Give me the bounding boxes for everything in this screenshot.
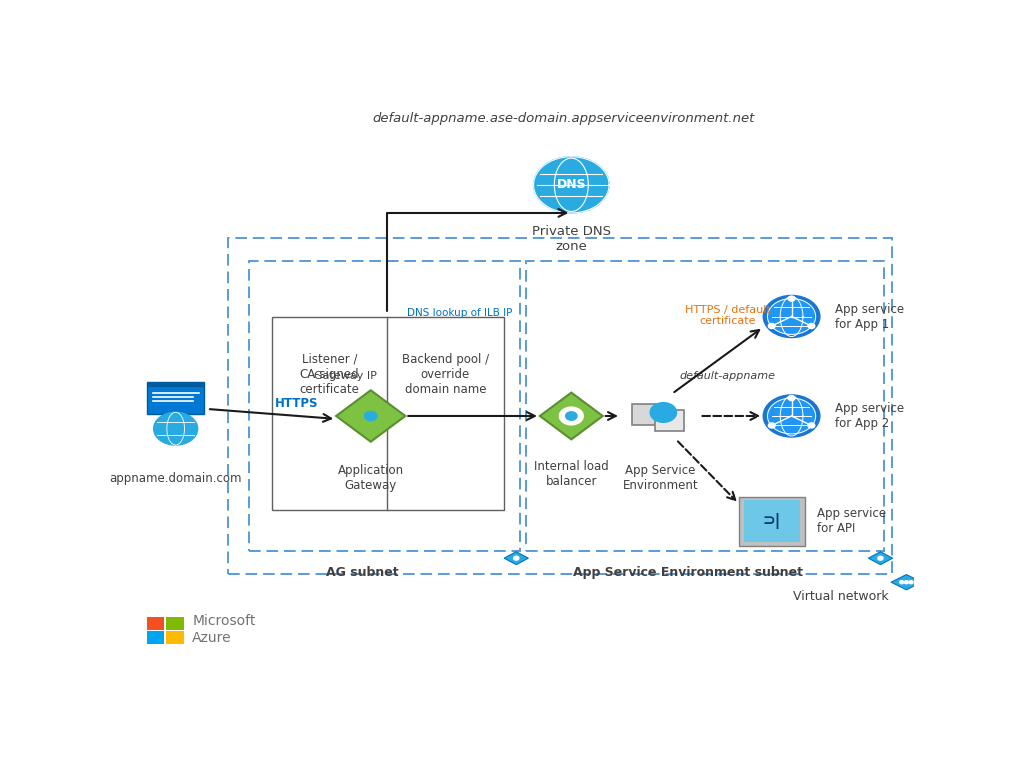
- Circle shape: [565, 412, 577, 420]
- Circle shape: [899, 581, 904, 584]
- Text: Internal load
balancer: Internal load balancer: [534, 460, 609, 488]
- Polygon shape: [504, 552, 529, 565]
- Text: Private DNS
zone: Private DNS zone: [532, 225, 611, 252]
- Bar: [656, 410, 684, 431]
- Polygon shape: [336, 390, 405, 442]
- Bar: [249, 261, 520, 550]
- Text: DNS: DNS: [556, 179, 586, 192]
- Circle shape: [153, 412, 198, 445]
- Bar: [632, 404, 660, 426]
- Bar: [147, 382, 204, 387]
- Bar: [147, 382, 204, 414]
- Text: Microsoft: Microsoft: [192, 614, 256, 628]
- Bar: [166, 632, 184, 644]
- Circle shape: [808, 324, 815, 328]
- Circle shape: [878, 556, 883, 560]
- Circle shape: [789, 395, 795, 401]
- Text: App Service Environment subnet: App Service Environment subnet: [572, 566, 803, 579]
- Bar: [166, 616, 184, 629]
- Text: Backend pool /
override
domain name: Backend pool / override domain name: [402, 353, 489, 396]
- Text: App Service
Environment: App Service Environment: [622, 464, 698, 492]
- Circle shape: [514, 556, 519, 560]
- Text: ⊃|: ⊃|: [762, 513, 782, 529]
- Text: appname.domain.com: appname.domain.com: [110, 471, 242, 485]
- Text: App service
for App 1: App service for App 1: [834, 302, 904, 331]
- Text: Application
Gateway: Application Gateway: [338, 464, 404, 492]
- Bar: [527, 261, 884, 550]
- Text: Gateway IP: Gateway IP: [314, 371, 377, 381]
- Circle shape: [767, 398, 816, 434]
- Circle shape: [768, 423, 775, 428]
- Text: Azure: Azure: [192, 631, 231, 644]
- Circle shape: [767, 299, 816, 334]
- Text: Virtual network: Virtual network: [793, 591, 888, 603]
- Text: default-appname.ase-domain.appserviceenvironment.net: default-appname.ase-domain.appserviceenv…: [373, 112, 754, 125]
- Bar: [744, 500, 800, 542]
- Polygon shape: [540, 393, 603, 439]
- Circle shape: [763, 395, 820, 437]
- Bar: [739, 497, 805, 546]
- Polygon shape: [869, 552, 892, 565]
- Bar: [146, 632, 163, 644]
- Circle shape: [763, 296, 820, 337]
- Circle shape: [768, 324, 775, 328]
- Text: Listener /
CA-signed
certificate: Listener / CA-signed certificate: [299, 353, 359, 396]
- Text: AG subnet: AG subnet: [327, 566, 399, 579]
- Bar: [146, 616, 163, 629]
- Circle shape: [651, 403, 677, 423]
- Circle shape: [559, 407, 584, 425]
- Circle shape: [364, 411, 377, 420]
- Bar: [227, 237, 892, 574]
- Circle shape: [909, 581, 914, 584]
- Bar: [272, 316, 504, 510]
- Circle shape: [904, 581, 908, 584]
- Circle shape: [534, 157, 609, 213]
- Text: App service
for API: App service for API: [817, 508, 886, 535]
- Text: DNS lookup of ILB IP: DNS lookup of ILB IP: [407, 308, 513, 318]
- Text: HTTPS: HTTPS: [275, 397, 319, 410]
- Polygon shape: [891, 575, 922, 590]
- Circle shape: [789, 296, 795, 301]
- Circle shape: [808, 423, 815, 428]
- Text: default-appname: default-appname: [680, 371, 775, 381]
- Text: HTTPS / default
certificate: HTTPS / default certificate: [685, 305, 770, 327]
- Text: App service
for App 2: App service for App 2: [834, 402, 904, 430]
